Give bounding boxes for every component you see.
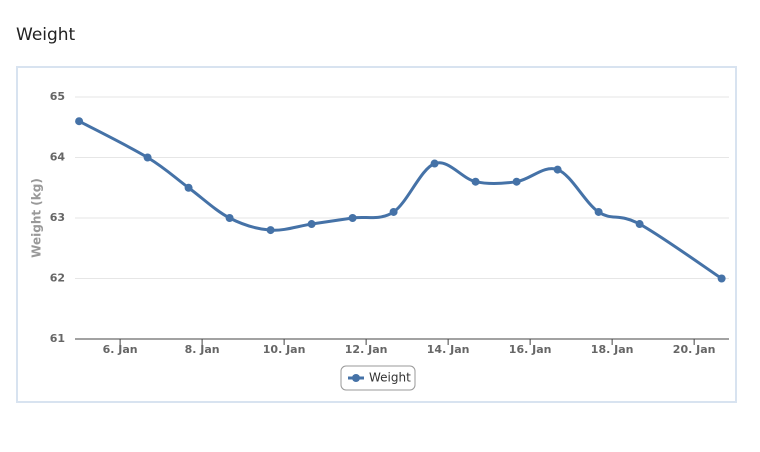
x-tick-label: 16. Jan — [509, 343, 552, 356]
line — [78, 119, 723, 280]
x-tick-label: 20. Jan — [673, 343, 716, 356]
point — [348, 214, 357, 222]
x-tick-label: 10. Jan — [263, 343, 306, 356]
point — [75, 117, 84, 126]
point — [553, 165, 562, 174]
point — [184, 183, 193, 192]
point — [266, 226, 275, 235]
point — [594, 207, 603, 216]
y-tick-label: 65 — [50, 90, 65, 103]
page-title: Weight — [16, 25, 76, 45]
point — [471, 177, 480, 186]
x-tick-label: 14. Jan — [427, 343, 470, 356]
chart-frame — [16, 66, 737, 403]
point — [512, 177, 521, 186]
point — [389, 207, 398, 216]
x-tick-label: 6. Jan — [103, 343, 138, 356]
y-tick-label: 62 — [50, 272, 65, 285]
legend: Weight — [340, 365, 416, 391]
point — [430, 159, 439, 168]
y-tick-label: 63 — [50, 211, 65, 224]
x-tick-label: 12. Jan — [345, 343, 388, 356]
x-tick-label: 8. Jan — [185, 343, 220, 356]
y-axis-label: Weight (kg) — [30, 178, 44, 258]
legend-label: Weight — [369, 371, 411, 385]
point — [307, 220, 316, 229]
point — [635, 220, 644, 229]
point — [143, 153, 152, 162]
y-tick-label: 64 — [50, 151, 66, 164]
legend-marker — [352, 374, 360, 382]
x-tick-label: 18. Jan — [591, 343, 634, 356]
legend-box — [340, 365, 416, 391]
point — [225, 214, 234, 222]
point — [717, 274, 726, 283]
y-tick-label: 61 — [50, 332, 65, 345]
